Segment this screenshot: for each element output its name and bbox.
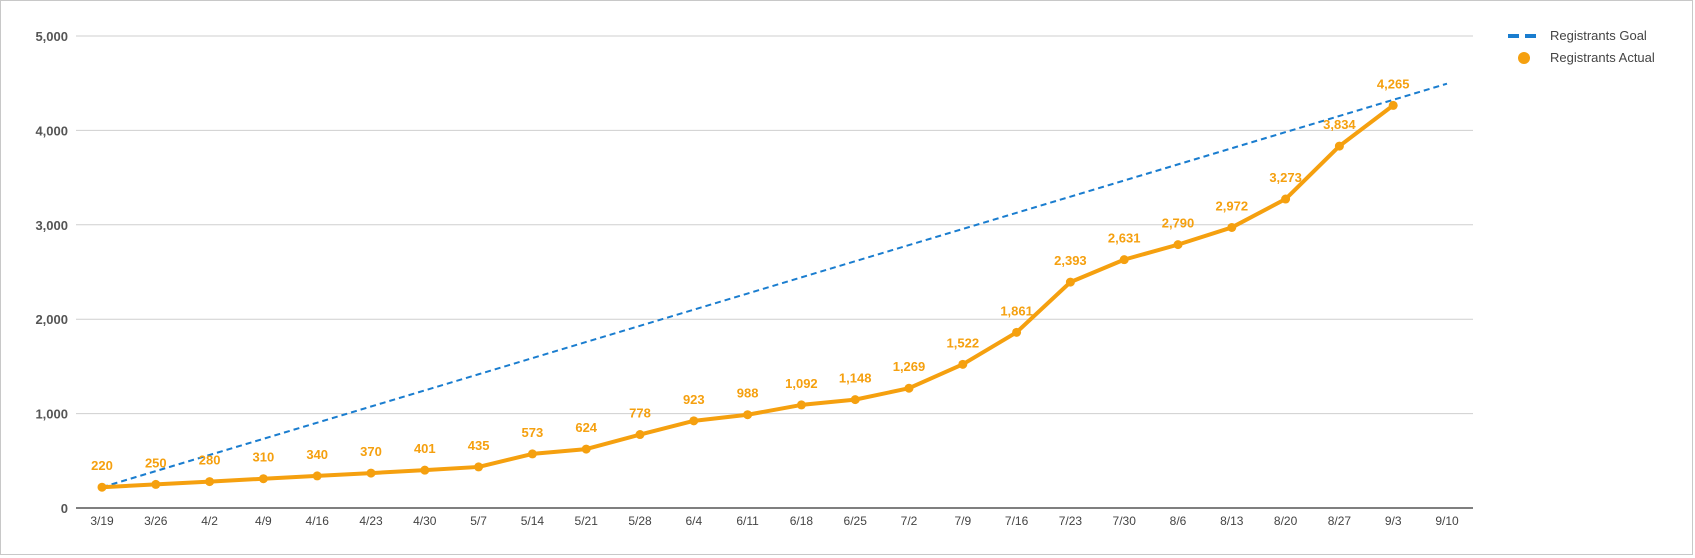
actual-point — [689, 416, 699, 426]
actual-point — [474, 462, 484, 472]
actual-point — [1388, 100, 1398, 110]
actual-point — [312, 471, 322, 481]
data-label: 1,148 — [839, 371, 872, 386]
actual-point — [743, 410, 753, 420]
x-tick-label: 4/2 — [201, 514, 218, 528]
x-tick-label: 4/9 — [255, 514, 272, 528]
legend-actual-label: Registrants Actual — [1550, 50, 1655, 65]
data-label: 1,522 — [947, 335, 980, 350]
data-label: 3,273 — [1269, 170, 1302, 185]
x-tick-label: 4/16 — [306, 514, 330, 528]
actual-point — [850, 395, 860, 405]
data-label: 435 — [468, 438, 490, 453]
x-tick-label: 8/6 — [1170, 514, 1187, 528]
data-label: 401 — [414, 441, 436, 456]
legend-goal-label: Registrants Goal — [1550, 28, 1647, 43]
x-tick-label: 5/21 — [575, 514, 599, 528]
x-tick-label: 7/9 — [954, 514, 971, 528]
goal-line — [101, 82, 1448, 489]
data-label: 988 — [737, 386, 759, 401]
data-label: 573 — [522, 425, 544, 440]
y-tick-label: 5,000 — [35, 29, 68, 44]
y-tick-label: 0 — [61, 501, 68, 516]
actual-point — [958, 359, 968, 369]
actual-point — [1281, 194, 1291, 204]
data-label: 370 — [360, 444, 382, 459]
actual-point — [151, 479, 161, 489]
x-tick-label: 5/28 — [628, 514, 652, 528]
legend: Registrants Goal Registrants Actual — [1508, 28, 1655, 65]
x-tick-label: 9/3 — [1385, 514, 1402, 528]
x-tick-label: 3/26 — [144, 514, 168, 528]
gridlines — [76, 35, 1473, 509]
data-label: 340 — [306, 447, 328, 462]
actual-point — [904, 383, 914, 393]
data-label: 280 — [199, 453, 221, 468]
actual-point — [420, 465, 430, 475]
data-label: 624 — [575, 420, 597, 435]
data-label: 2,790 — [1162, 216, 1195, 231]
actual-point — [1119, 255, 1129, 265]
data-label: 220 — [91, 458, 113, 473]
x-tick-label: 8/13 — [1220, 514, 1244, 528]
data-label: 1,861 — [1000, 303, 1033, 318]
x-tick-label: 4/30 — [413, 514, 437, 528]
x-tick-label: 4/23 — [359, 514, 383, 528]
x-tick-label: 6/4 — [685, 514, 702, 528]
x-tick-label: 6/25 — [844, 514, 868, 528]
x-tick-label: 8/27 — [1328, 514, 1352, 528]
actual-point — [366, 468, 376, 478]
actual-point — [97, 482, 107, 492]
x-tick-label: 7/30 — [1113, 514, 1137, 528]
y-tick-label: 1,000 — [35, 407, 68, 422]
x-tick-label: 8/20 — [1274, 514, 1298, 528]
data-label: 4,265 — [1377, 76, 1410, 91]
data-label: 2,972 — [1216, 198, 1249, 213]
data-label: 1,092 — [785, 376, 818, 391]
x-axis-ticks: 3/19 3/26 4/2 4/9 4/16 4/23 4/30 5/7 5/14 5/21 5/2… — [90, 514, 1459, 528]
x-tick-label: 7/2 — [901, 514, 918, 528]
y-tick-label: 2,000 — [35, 312, 68, 327]
x-tick-label: 5/7 — [470, 514, 487, 528]
actual-point — [205, 477, 215, 487]
actual-point — [258, 474, 268, 484]
data-label: 2,393 — [1054, 253, 1087, 268]
data-label: 778 — [629, 406, 651, 421]
x-tick-label: 7/16 — [1005, 514, 1029, 528]
data-label: 250 — [145, 455, 167, 470]
actual-point — [1334, 141, 1344, 151]
actual-point — [796, 400, 806, 410]
series-goal — [101, 82, 1448, 489]
x-tick-label: 9/10 — [1435, 514, 1459, 528]
y-tick-label: 3,000 — [35, 218, 68, 233]
x-tick-label: 6/11 — [736, 514, 759, 528]
x-tick-label: 6/18 — [790, 514, 814, 528]
data-labels: 220 250 280 310 340 370 401 435 573 624 778 923 988 1… — [91, 76, 1409, 473]
x-tick-label: 5/14 — [521, 514, 545, 528]
actual-point — [1065, 277, 1075, 287]
actual-point — [635, 430, 645, 440]
y-axis-ticks: 0 1,000 2,000 3,000 4,000 5,000 — [35, 29, 68, 516]
actual-point — [1173, 240, 1183, 250]
legend-actual-swatch — [1518, 52, 1530, 64]
data-label: 310 — [253, 450, 275, 465]
x-tick-label: 3/19 — [90, 514, 114, 528]
x-tick-label: 7/23 — [1059, 514, 1083, 528]
series-actual — [97, 100, 1398, 492]
actual-point — [581, 444, 591, 454]
data-label: 3,834 — [1323, 117, 1356, 132]
data-label: 2,631 — [1108, 231, 1141, 246]
y-tick-label: 4,000 — [35, 123, 68, 138]
actual-point — [1012, 327, 1022, 337]
data-label: 923 — [683, 392, 705, 407]
data-label: 1,269 — [893, 359, 926, 374]
actual-point — [527, 449, 537, 459]
actual-point — [1227, 222, 1237, 232]
